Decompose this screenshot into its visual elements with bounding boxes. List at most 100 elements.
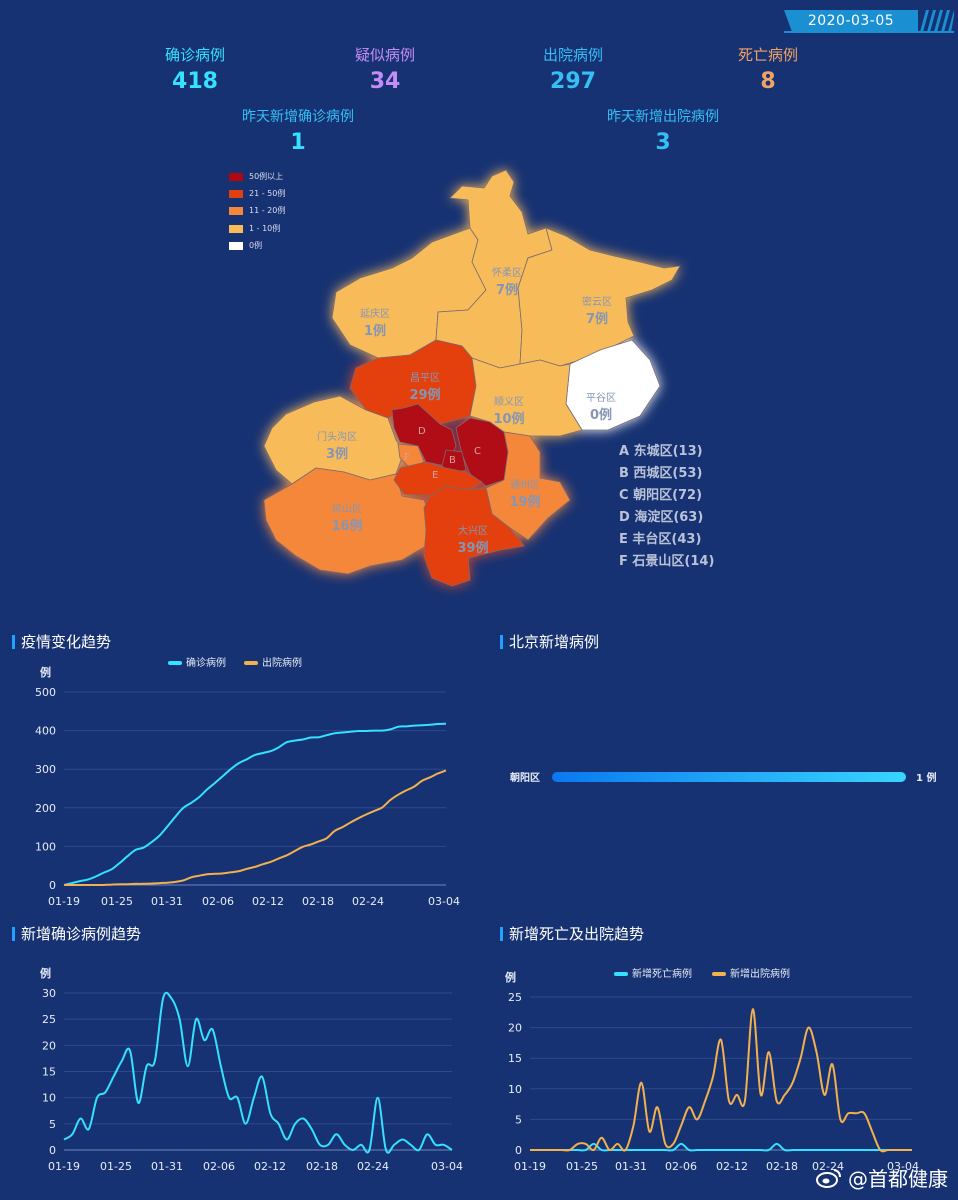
stat-suspected: 疑似病例 34	[310, 44, 460, 94]
chart-beijing-new: 朝阳区 1 例	[510, 771, 936, 784]
x-tick-label: 02-06	[203, 1160, 235, 1173]
section-title-death-discharge: 新增死亡及出院趋势	[500, 923, 644, 944]
stat-yesterday-confirmed: 昨天新增确诊病例 1	[198, 106, 398, 155]
map-label-mentougou: 门头沟区 3例	[308, 428, 366, 462]
map-label-count: 7例	[585, 312, 609, 327]
legend-item: 21 - 50例	[229, 188, 285, 199]
section-title-new-confirmed: 新增确诊病例趋势	[12, 923, 141, 944]
y-tick-label: 400	[35, 725, 56, 738]
map-label-count: 0例	[589, 408, 613, 423]
series-line	[63, 722, 447, 886]
x-tick-label: 03-04	[431, 1160, 463, 1173]
map-letter: C	[474, 446, 481, 457]
x-tick-label: 02-12	[254, 1160, 286, 1173]
y-tick-label: 10	[42, 1092, 56, 1105]
legend-label: 50例以上	[249, 172, 284, 181]
legend-item: 0例	[229, 240, 262, 251]
y-tick-label: 0	[49, 1144, 56, 1157]
map-label-daxing: 大兴区 39例	[448, 522, 498, 556]
map-label-name: 昌平区	[410, 373, 440, 384]
x-tick-label: 01-25	[566, 1160, 598, 1173]
x-tick-label: 01-31	[151, 895, 183, 908]
chart-new-confirmed: 例 0 5 10 15 20 25 30 01-19 01-25 01-31 02-06 02-12 02…	[40, 966, 463, 1173]
map-label-name: 顺义区	[494, 397, 524, 408]
x-tick-label: 01-25	[100, 1160, 132, 1173]
x-tick-label: 01-19	[48, 1160, 80, 1173]
legend-item: 11 - 20例	[229, 205, 285, 216]
x-tick-label: 02-24	[357, 1160, 389, 1173]
stat-confirmed: 确诊病例 418	[120, 44, 270, 94]
legend-swatch	[244, 661, 258, 665]
legend-text: 出院病例	[262, 656, 302, 669]
map-letter: F	[404, 452, 410, 463]
legend-label: 0例	[249, 241, 263, 250]
map-letter: E	[432, 470, 439, 481]
legend-label: 21 - 50例	[249, 189, 286, 198]
bar-category-label: 朝阳区	[510, 771, 540, 784]
map-label-tongzhou: 通州区 19例	[500, 476, 550, 510]
x-tick-label: 02-18	[302, 895, 334, 908]
stat-value: 3	[655, 130, 671, 155]
watermark-text: @首都健康	[848, 1167, 948, 1191]
y-tick-label: 0	[515, 1144, 522, 1157]
map-label-name: 平谷区	[586, 393, 616, 404]
map-label-count: 29例	[409, 388, 441, 403]
x-tick-label: 02-18	[766, 1160, 798, 1173]
map-label-yanqing: 延庆区 1例	[350, 305, 400, 339]
map-letter: D	[418, 426, 426, 437]
x-tick-label: 02-12	[716, 1160, 748, 1173]
x-tick-label: 02-12	[252, 895, 284, 908]
map-label-name: 怀柔区	[492, 268, 522, 279]
section-title-text: 疫情变化趋势	[21, 633, 112, 651]
district-list-item: F 石景山区(14)	[619, 554, 715, 569]
map-region-shunyi	[469, 357, 583, 437]
y-axis-unit: 例	[505, 970, 516, 984]
map-label-count: 10例	[493, 412, 525, 427]
y-tick-label: 25	[42, 1013, 56, 1026]
x-tick-label: 03-04	[428, 895, 460, 908]
map-label-name: 房山区	[332, 504, 362, 515]
y-tick-label: 20	[42, 1039, 56, 1052]
section-title-text: 新增死亡及出院趋势	[509, 925, 645, 943]
stat-label: 死亡病例	[737, 46, 798, 64]
series-line	[530, 1142, 912, 1152]
map-label-fangshan: 房山区 16例	[322, 500, 372, 534]
map-label-count: 3例	[325, 447, 349, 462]
stat-discharged: 出院病例 297	[498, 44, 648, 94]
district-list-item: B 西城区(53)	[619, 466, 703, 481]
y-tick-label: 500	[35, 686, 56, 699]
series-line	[63, 991, 453, 1154]
map-region-daxing	[423, 485, 525, 587]
y-tick-label: 15	[42, 1066, 56, 1079]
district-list-item: C 朝阳区(72)	[619, 488, 703, 503]
section-title-text: 北京新增病例	[509, 633, 600, 651]
stat-value: 34	[369, 69, 401, 94]
legend-text: 新增死亡病例	[632, 967, 692, 980]
stat-deaths: 死亡病例 8	[693, 44, 843, 94]
date-stripes-decoration	[920, 10, 954, 32]
map-region-miyun	[517, 227, 681, 367]
legend-item: 50例以上	[229, 171, 283, 182]
stat-label: 确诊病例	[164, 46, 225, 64]
x-tick-label: 02-18	[306, 1160, 338, 1173]
x-tick-label: 02-06	[665, 1160, 697, 1173]
legend-swatch	[614, 972, 628, 976]
stat-value: 418	[172, 69, 218, 94]
weibo-icon	[816, 1168, 841, 1188]
date-badge: 2020-03-05	[784, 10, 918, 32]
date-underline	[784, 31, 954, 33]
section-title-beijing-new: 北京新增病例	[500, 631, 599, 652]
stat-value: 297	[550, 69, 596, 94]
y-axis-unit: 例	[40, 665, 51, 679]
chart-death-discharge: 例 0 5 10 15 20 25 01-19 01-25 01-31 02-06 02-12 02-1…	[505, 967, 919, 1173]
map-label-name: 大兴区	[458, 526, 488, 537]
map-label-count: 39例	[457, 541, 489, 556]
map-label-huairou: 怀柔区 7例	[482, 264, 532, 298]
stat-value: 1	[290, 130, 306, 155]
stat-yesterday-discharged: 昨天新增出院病例 3	[563, 106, 763, 155]
map-label-count: 1例	[363, 324, 387, 339]
district-list-item: E 丰台区(43)	[619, 532, 702, 547]
stat-label: 昨天新增出院病例	[607, 109, 719, 125]
map-label-pinggu: 平谷区 0例	[576, 389, 626, 423]
stat-label: 出院病例	[542, 46, 603, 64]
